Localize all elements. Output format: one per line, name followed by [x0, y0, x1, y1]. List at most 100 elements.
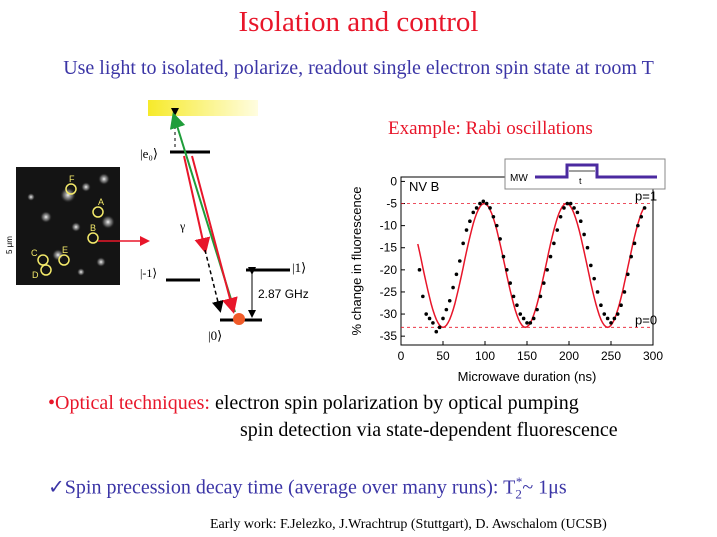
data-point: [592, 276, 596, 281]
spot-label-c: C: [31, 248, 38, 258]
data-point: [629, 254, 633, 259]
data-point: [599, 303, 603, 308]
data-point: [626, 272, 630, 277]
bullet-optical-lead: •Optical techniques:: [48, 392, 210, 414]
pulse-width-label: t: [579, 176, 582, 186]
spot-label-d: D: [32, 270, 39, 280]
data-point: [595, 290, 600, 294]
data-point: [454, 272, 459, 277]
y-tick-label: -5: [386, 197, 397, 211]
data-point: [602, 312, 607, 316]
y-axis-label: % change in fluorescence: [349, 187, 364, 336]
data-point: [605, 316, 610, 321]
dashed-decay-down: [204, 249, 224, 313]
data-point: [474, 206, 479, 210]
energy-level-diagram: |e₀⟩ |-1⟩ |1⟩ |0⟩ γ 2.87 GHz: [140, 100, 309, 343]
data-point: [615, 312, 620, 316]
data-point: [437, 325, 442, 330]
data-point: [471, 210, 476, 215]
y-tick-label: -35: [380, 329, 398, 343]
data-point: [511, 294, 516, 299]
spot-e: [58, 254, 70, 266]
data-point: [632, 241, 637, 246]
spot-b: [87, 232, 99, 244]
bullet-detection: spin detection via state-dependent fluor…: [240, 419, 618, 441]
data-point: [542, 281, 546, 285]
ref-line-label: p=1: [635, 189, 657, 204]
laser-band: [148, 100, 258, 116]
slide-subtitle: Use light to isolated, polarize, readout…: [63, 57, 654, 79]
panel-label: NV B: [409, 179, 439, 194]
y-tick-label: -25: [380, 285, 398, 299]
population-dot: [233, 313, 245, 325]
scale-label: 5 μm: [5, 236, 14, 254]
red-arrow-right: [191, 155, 238, 314]
x-axis-label: Microwave duration (ns): [458, 369, 597, 384]
y-tick-label: 0: [390, 174, 397, 188]
data-point: [491, 214, 496, 219]
data-point: [421, 294, 425, 299]
spot-label-e: E: [62, 245, 68, 255]
fluorescence-micrograph: F A B C D E: [16, 167, 120, 285]
data-point: [582, 232, 586, 237]
bullet-decay: ✓Spin precession decay time (average ove…: [48, 474, 567, 503]
slide-title: Isolation and control: [238, 6, 479, 38]
bullet-decay-tail: ~ 1μs: [522, 476, 567, 499]
data-point: [612, 316, 617, 321]
data-point: [488, 206, 492, 210]
data-point: [552, 241, 556, 246]
data-point: [461, 241, 465, 246]
x-tick-label: 50: [436, 349, 450, 363]
data-point: [545, 268, 549, 272]
bullet-optical-text: electron spin polarization by optical pu…: [214, 392, 579, 414]
spot-c: [37, 254, 49, 266]
data-point: [619, 303, 623, 308]
data-point: [609, 321, 613, 325]
y-tick-label: -15: [380, 241, 398, 255]
spot-label-b: B: [90, 223, 96, 233]
ref-line-label: p=0: [635, 312, 657, 327]
data-point: [562, 206, 566, 210]
data-point: [521, 316, 526, 321]
data-point: [451, 285, 455, 290]
pulse-label: MW: [510, 173, 528, 184]
x-tick-label: 150: [517, 349, 537, 363]
data-point: [505, 268, 509, 272]
data-point: [498, 237, 502, 241]
data-point: [548, 254, 553, 259]
spot-d: [40, 264, 52, 276]
x-tick-label: 0: [398, 349, 405, 363]
bullet-decay-sup: *: [515, 474, 523, 489]
y-tick-label: -30: [380, 307, 398, 321]
data-point: [501, 254, 506, 259]
data-point: [431, 321, 435, 325]
x-tick-label: 250: [601, 349, 621, 363]
rabi-chart: 0 50 100 150 200 250 300 0 -5 -10 -15 -20 -25 -30 -35 p…: [349, 158, 666, 384]
data-point: [427, 316, 432, 321]
splitting-label: 2.87 GHz: [258, 287, 309, 301]
gamma-label: γ: [179, 219, 186, 233]
data-point: [528, 321, 533, 325]
y-tick-label: -20: [380, 263, 398, 277]
data-point: [464, 228, 469, 232]
y-tick-label: -10: [380, 219, 398, 233]
bullet-decay-sub: 2: [515, 486, 522, 502]
data-point: [555, 228, 560, 232]
data-point: [434, 329, 439, 334]
plus1-label: |1⟩: [292, 260, 306, 275]
red-arrow-left: [183, 155, 211, 254]
data-point: [538, 294, 543, 299]
data-point: [525, 321, 529, 325]
x-tick-label: 200: [559, 349, 579, 363]
spot-f: [65, 183, 77, 195]
data-point: [558, 214, 563, 219]
data-point: [447, 298, 452, 303]
data-point: [572, 206, 576, 210]
data-point: [642, 206, 647, 210]
data-point: [444, 307, 449, 312]
excited-state-label: |e₀⟩: [140, 146, 158, 161]
data-point: [484, 201, 489, 206]
data-point: [515, 303, 519, 308]
data-point: [531, 316, 536, 321]
data-point: [424, 312, 428, 316]
